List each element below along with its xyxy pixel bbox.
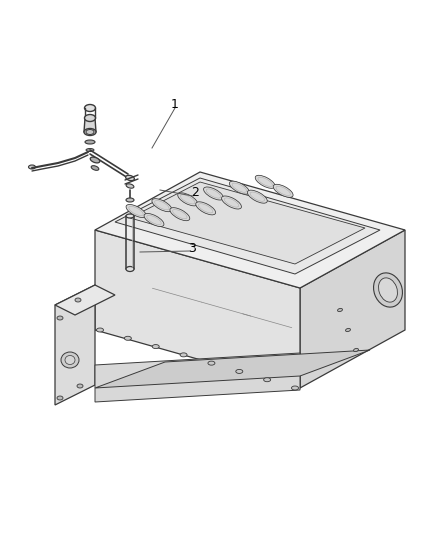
Ellipse shape: [124, 336, 131, 340]
Ellipse shape: [170, 208, 190, 221]
Polygon shape: [115, 178, 380, 274]
Ellipse shape: [126, 214, 134, 218]
Ellipse shape: [28, 165, 35, 169]
Polygon shape: [130, 182, 365, 264]
Ellipse shape: [84, 128, 96, 135]
Ellipse shape: [61, 352, 79, 368]
Ellipse shape: [57, 316, 63, 320]
Polygon shape: [95, 172, 405, 288]
Ellipse shape: [85, 104, 95, 111]
Text: 3: 3: [188, 241, 196, 254]
Ellipse shape: [273, 184, 293, 197]
Text: 1: 1: [171, 99, 179, 111]
Ellipse shape: [126, 198, 134, 202]
Ellipse shape: [75, 298, 81, 302]
Polygon shape: [55, 285, 115, 315]
Polygon shape: [300, 230, 405, 388]
Polygon shape: [95, 230, 300, 388]
Ellipse shape: [178, 193, 198, 206]
Ellipse shape: [236, 369, 243, 374]
Ellipse shape: [353, 349, 358, 352]
Ellipse shape: [57, 396, 63, 400]
Ellipse shape: [378, 278, 397, 302]
Ellipse shape: [374, 273, 403, 307]
Text: 2: 2: [191, 187, 199, 199]
Ellipse shape: [338, 309, 343, 312]
Polygon shape: [95, 353, 300, 402]
Ellipse shape: [222, 196, 241, 209]
Ellipse shape: [86, 149, 94, 151]
Polygon shape: [95, 350, 370, 388]
Ellipse shape: [230, 181, 249, 194]
Ellipse shape: [96, 328, 103, 332]
Ellipse shape: [85, 115, 95, 122]
Ellipse shape: [208, 361, 215, 365]
Ellipse shape: [86, 130, 94, 134]
Ellipse shape: [144, 214, 164, 227]
Ellipse shape: [292, 386, 299, 390]
Ellipse shape: [196, 202, 215, 215]
Ellipse shape: [346, 328, 350, 332]
Ellipse shape: [180, 353, 187, 357]
Ellipse shape: [90, 157, 100, 163]
Ellipse shape: [77, 384, 83, 388]
Polygon shape: [55, 285, 95, 405]
Ellipse shape: [255, 175, 275, 188]
Ellipse shape: [247, 190, 267, 203]
Ellipse shape: [91, 166, 99, 171]
Ellipse shape: [85, 140, 95, 144]
Ellipse shape: [126, 266, 134, 271]
Polygon shape: [84, 118, 96, 132]
Ellipse shape: [264, 378, 271, 382]
Ellipse shape: [152, 344, 159, 349]
Ellipse shape: [204, 187, 223, 200]
Ellipse shape: [126, 205, 146, 217]
Ellipse shape: [126, 175, 134, 181]
Ellipse shape: [65, 356, 75, 365]
Ellipse shape: [152, 199, 172, 212]
Ellipse shape: [126, 184, 134, 188]
